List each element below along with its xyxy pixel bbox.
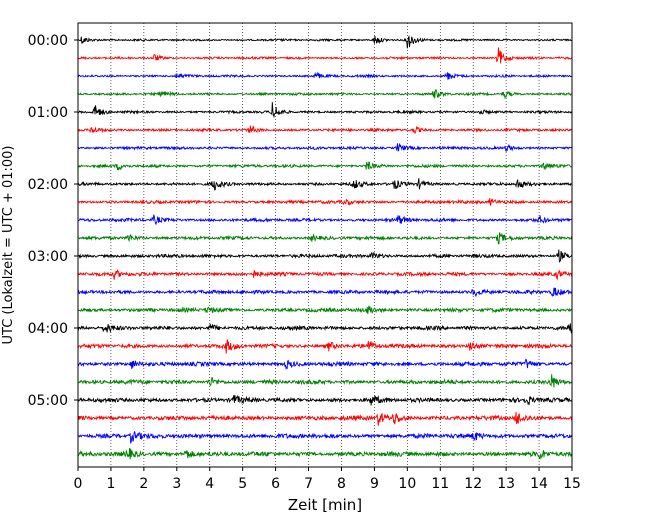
trace-line	[77, 47, 573, 64]
trace-line	[77, 89, 573, 100]
x-tick-label: 1	[106, 476, 115, 492]
trace-line	[77, 448, 573, 460]
y-tick-label: 01:00	[28, 105, 68, 121]
trace-line	[77, 323, 573, 334]
trace-line	[77, 394, 573, 406]
x-axis-ticks: 0 1 2 3 4 5 6 7 8 9 10 11 12 13 14 15	[74, 467, 581, 492]
trace-line	[77, 161, 573, 171]
x-tick-label: 0	[74, 476, 83, 492]
trace-line	[77, 358, 573, 371]
trace-line	[77, 249, 573, 263]
trace-line	[77, 214, 573, 226]
x-tick-label: 14	[530, 476, 548, 492]
x-tick-label: 8	[337, 476, 346, 492]
trace-line	[77, 411, 573, 426]
x-tick-label: 15	[563, 476, 581, 492]
x-tick-label: 6	[271, 476, 280, 492]
trace-line	[77, 142, 573, 153]
x-tick-label: 11	[431, 476, 449, 492]
y-tick-label: 00:00	[28, 33, 68, 49]
trace-line	[77, 339, 573, 354]
trace-line	[77, 431, 573, 444]
trace-line	[77, 125, 573, 135]
x-tick-label: 3	[172, 476, 181, 492]
x-tick-label: 9	[370, 476, 379, 492]
trace-line	[77, 198, 573, 207]
x-tick-label: 2	[139, 476, 148, 492]
trace-line	[77, 287, 573, 298]
trace-line	[77, 178, 573, 191]
y-tick-label: 04:00	[28, 321, 68, 337]
x-tick-label: 7	[304, 476, 313, 492]
y-axis-label: UTC (Lokalzeit = UTC + 01:00)	[1, 146, 16, 345]
x-tick-label: 4	[205, 476, 214, 492]
x-tick-label: 10	[398, 476, 416, 492]
trace-line	[77, 35, 573, 49]
trace-line	[77, 232, 573, 245]
trace-line	[77, 269, 573, 281]
trace-line	[77, 102, 573, 119]
x-tick-label: 13	[497, 476, 515, 492]
x-axis-label: Zeit [min]	[288, 496, 362, 514]
y-tick-label: 05:00	[28, 393, 68, 409]
trace-line	[77, 305, 573, 315]
x-tick-label: 5	[238, 476, 247, 492]
trace-group	[77, 35, 573, 460]
y-tick-label: 02:00	[28, 177, 68, 193]
y-tick-label: 03:00	[28, 249, 68, 265]
trace-line	[77, 374, 573, 388]
minute-grid	[110, 23, 540, 467]
trace-line	[77, 71, 573, 80]
x-tick-label: 12	[464, 476, 482, 492]
plot-frame	[77, 22, 573, 468]
y-axis-ticks: 00:00 01:00 02:00 03:00 04:00 05:00	[28, 33, 78, 409]
